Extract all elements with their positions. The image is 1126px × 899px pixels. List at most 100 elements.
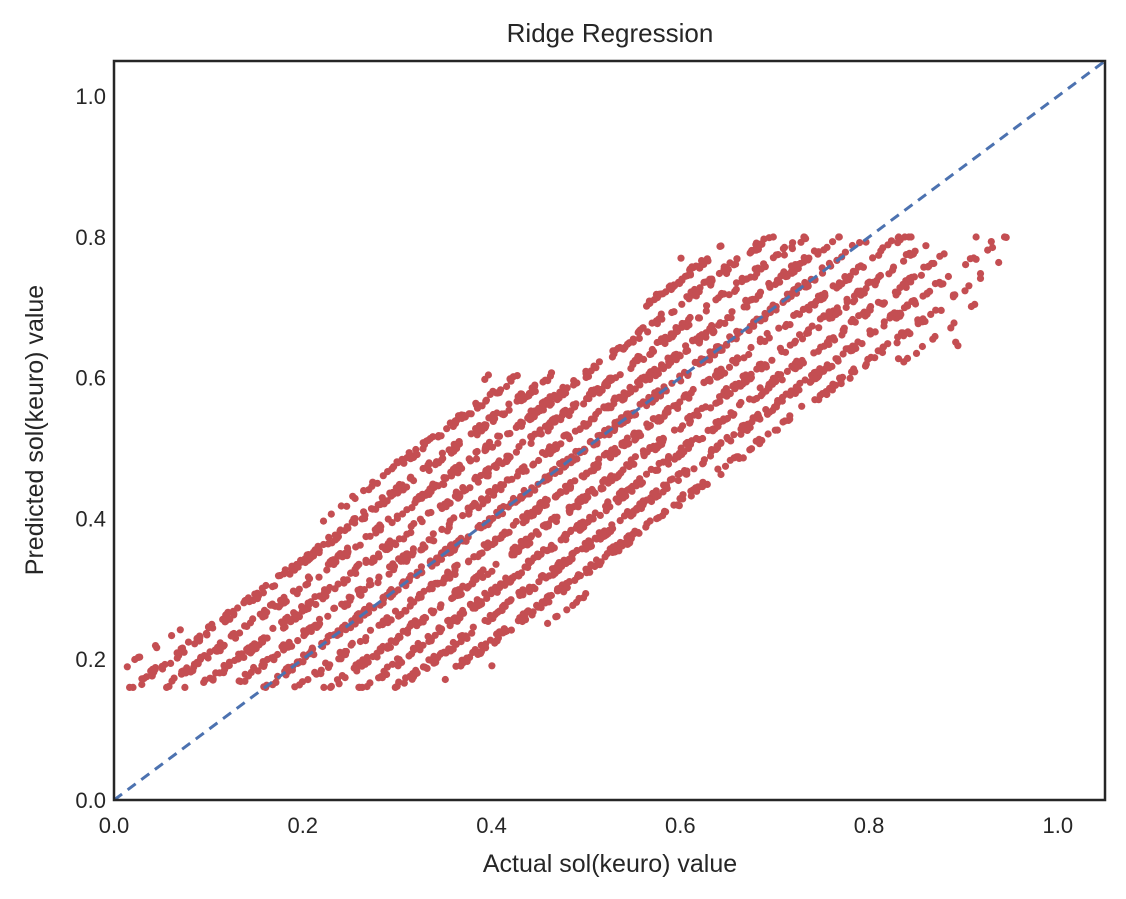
data-point (489, 540, 497, 549)
data-point (675, 502, 683, 510)
data-point (431, 461, 439, 469)
data-point (579, 594, 588, 602)
data-point (790, 364, 798, 372)
data-point (1002, 233, 1010, 241)
data-point (444, 568, 452, 576)
data-point (478, 427, 486, 435)
reference-line (113, 59, 1106, 802)
data-point (391, 607, 400, 615)
data-point (647, 350, 655, 358)
data-point (525, 588, 534, 596)
data-point (747, 445, 756, 453)
data-point (668, 333, 676, 341)
data-point (651, 443, 659, 451)
data-point (441, 675, 449, 684)
data-point (595, 407, 603, 415)
y-tick-label: 0.0 (75, 788, 106, 813)
data-point (126, 683, 134, 692)
data-point (395, 632, 403, 641)
data-point (478, 402, 486, 410)
data-point (815, 324, 823, 332)
data-point (395, 678, 403, 686)
data-point (305, 551, 313, 559)
data-point (421, 613, 429, 622)
data-point (349, 492, 357, 500)
data-point (168, 677, 176, 685)
data-point (765, 380, 773, 388)
data-point (521, 465, 529, 474)
data-point (517, 422, 526, 430)
data-point (885, 270, 893, 278)
data-point (495, 628, 503, 636)
data-point (723, 392, 731, 400)
data-point (695, 286, 703, 294)
data-point (884, 340, 892, 348)
data-point (510, 551, 518, 559)
data-point (652, 487, 660, 495)
data-point (405, 652, 413, 660)
data-point (327, 510, 335, 518)
data-point (800, 254, 808, 262)
data-point (477, 641, 485, 650)
data-point (640, 355, 648, 363)
data-point (534, 530, 542, 538)
data-point (685, 315, 693, 324)
data-point (315, 622, 323, 630)
data-point (931, 332, 939, 341)
data-point (382, 618, 390, 626)
data-point (660, 412, 668, 420)
data-point (498, 460, 507, 468)
data-point (385, 570, 393, 578)
data-point (927, 310, 935, 318)
data-point (594, 463, 602, 471)
data-point (754, 410, 762, 418)
data-point (298, 678, 307, 686)
x-tick-label: 0.4 (476, 813, 507, 838)
data-point (514, 617, 523, 625)
data-point (395, 658, 403, 666)
data-point (723, 433, 731, 442)
data-point (688, 263, 696, 271)
data-point (634, 352, 642, 361)
x-tick-label: 0.2 (287, 813, 318, 838)
data-point (347, 594, 355, 602)
data-point (788, 269, 796, 277)
data-point (984, 246, 992, 254)
data-point (407, 529, 415, 537)
data-point (940, 250, 948, 258)
data-point (236, 629, 244, 637)
data-point (840, 324, 848, 332)
data-point (229, 607, 237, 616)
data-point (739, 372, 747, 380)
data-point (554, 585, 562, 593)
data-point (755, 292, 763, 300)
data-point (393, 512, 401, 520)
data-point (417, 591, 425, 600)
data-point (322, 592, 330, 600)
data-point (477, 648, 485, 656)
data-point (472, 399, 480, 407)
data-point (689, 385, 697, 394)
data-point (618, 345, 627, 353)
data-point (706, 452, 715, 460)
data-point (486, 390, 494, 398)
data-point (466, 457, 474, 465)
data-point (635, 334, 643, 342)
data-point (472, 425, 480, 433)
data-point (378, 673, 386, 681)
data-point (607, 404, 615, 412)
y-tick-label: 0.6 (75, 366, 106, 391)
data-point (123, 663, 131, 671)
data-point (585, 420, 593, 428)
data-point (823, 390, 831, 399)
data-point (151, 664, 159, 672)
data-point (249, 615, 257, 623)
data-point (747, 248, 755, 256)
data-point (910, 297, 918, 305)
data-point (748, 418, 756, 426)
data-point (173, 649, 181, 657)
data-point (544, 377, 552, 385)
data-point (552, 517, 561, 526)
data-point (835, 282, 843, 290)
data-point (531, 585, 539, 593)
